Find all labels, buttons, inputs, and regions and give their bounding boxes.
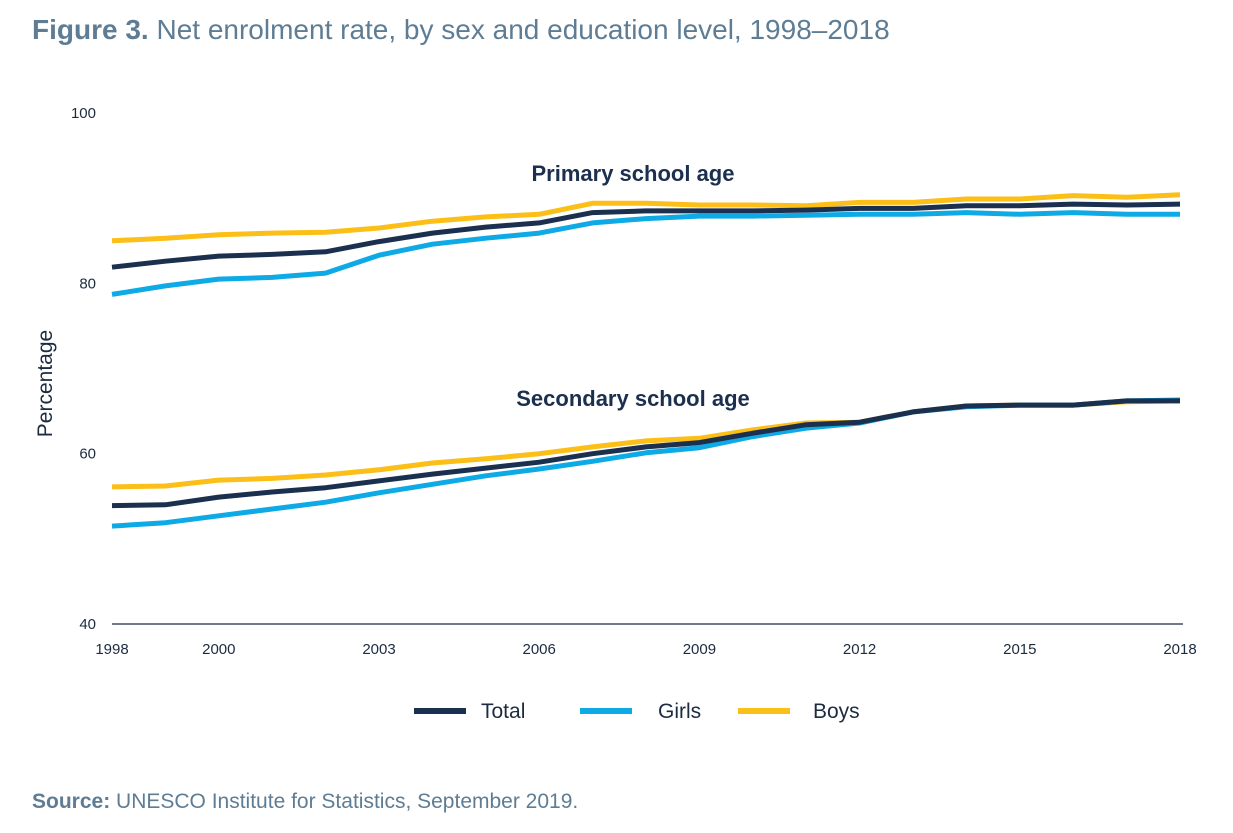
series-line-girls — [111, 210, 1180, 297]
source-text: UNESCO Institute for Statistics, Septemb… — [116, 790, 579, 813]
figure-title: Figure 3. Net enrolment rate, by sex and… — [32, 14, 890, 46]
y-tick-label: 100 — [71, 105, 96, 122]
y-tick-label: 60 — [79, 446, 96, 463]
group-annotation: Secondary school age — [516, 386, 750, 411]
x-tick-label: 2015 — [1003, 641, 1036, 658]
source-note: Source: UNESCO Institute for Statistics,… — [32, 790, 578, 814]
source-label: Source: — [32, 790, 111, 813]
y-tick-label: 40 — [79, 616, 96, 633]
x-tick-label: 1998 — [95, 641, 128, 658]
legend-label-boys: Boys — [813, 700, 860, 723]
series-line-girls — [111, 397, 1181, 529]
legend-label-girls: Girls — [658, 700, 701, 723]
x-tick-label: 2009 — [683, 641, 716, 658]
series-line-boys — [111, 192, 1181, 244]
figure-title-text: Net enrolment rate, by sex and education… — [156, 14, 890, 45]
figure-label: Figure 3. — [32, 14, 149, 45]
series-line-total — [111, 201, 1181, 270]
legend-label-total: Total — [481, 700, 525, 723]
x-tick-label: 2003 — [362, 641, 395, 658]
series-line-boys — [111, 398, 1181, 490]
x-tick-label: 2006 — [523, 641, 556, 658]
x-tick-label: 2000 — [202, 641, 235, 658]
y-tick-label: 80 — [79, 275, 96, 292]
series-line-total — [111, 398, 1180, 509]
y-axis-label: Percentage — [34, 330, 57, 437]
x-tick-label: 2018 — [1163, 641, 1196, 658]
group-annotation: Primary school age — [532, 161, 735, 186]
x-tick-label: 2012 — [843, 641, 876, 658]
